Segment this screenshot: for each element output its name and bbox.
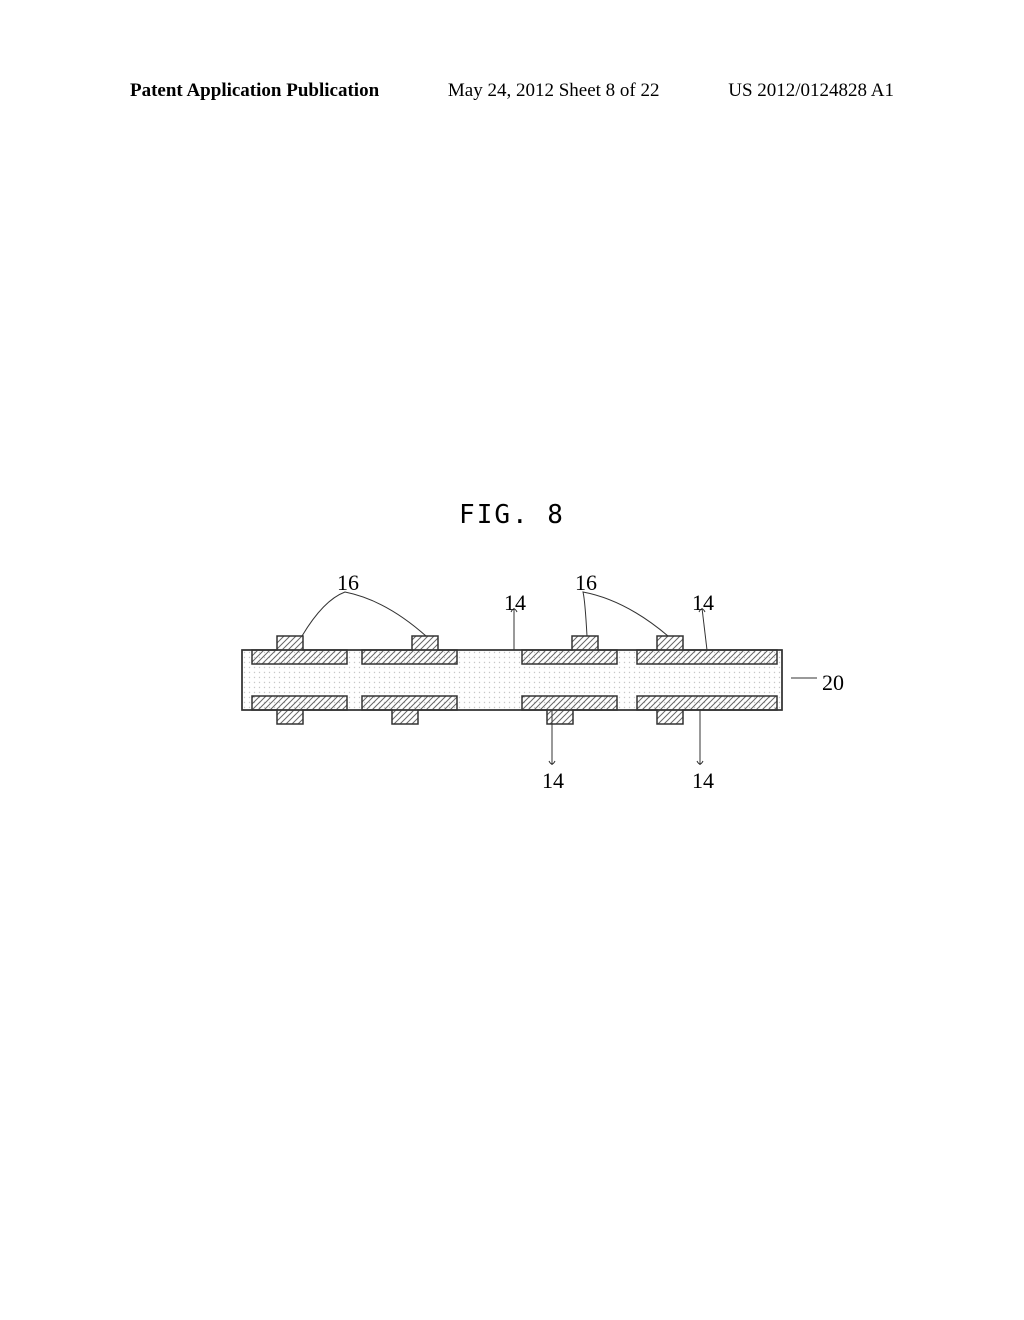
ref-label-top_16_left: 16 xyxy=(337,570,359,596)
ref-label-bottom_14_left: 14 xyxy=(542,768,564,794)
header-patent-number: US 2012/0124828 A1 xyxy=(728,80,894,102)
ref-label-ref_20: 20 xyxy=(822,670,844,696)
figure-label: FIG. 8 xyxy=(459,500,565,530)
figure-diagram: 16161414141420 xyxy=(202,550,822,810)
ref-label-top_14_right: 14 xyxy=(692,590,714,616)
header-date-sheet: May 24, 2012 Sheet 8 of 22 xyxy=(448,80,660,102)
ref-label-bottom_14_right: 14 xyxy=(692,768,714,794)
ref-label-top_14_left: 14 xyxy=(504,590,526,616)
ref-label-top_16_right: 16 xyxy=(575,570,597,596)
header-publication: Patent Application Publication xyxy=(130,80,379,102)
